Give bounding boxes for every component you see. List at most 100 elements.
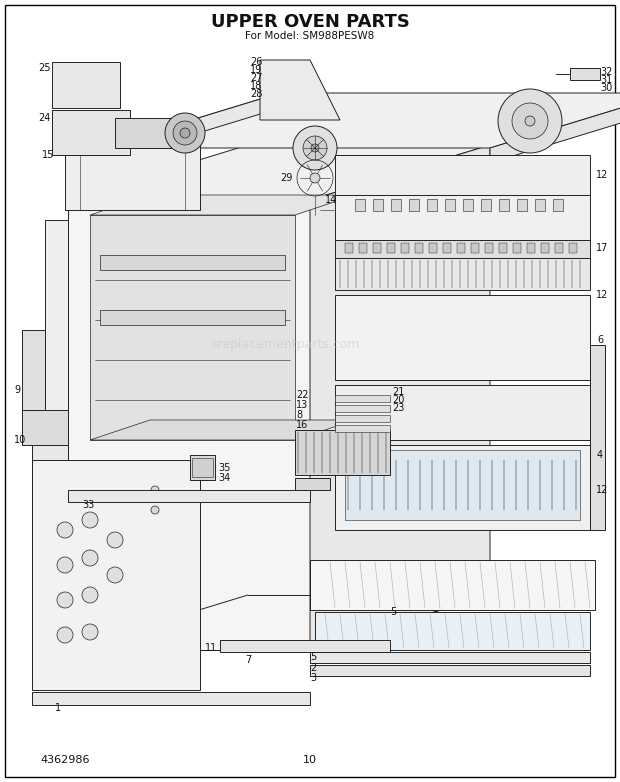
Bar bbox=[481, 199, 491, 211]
Polygon shape bbox=[335, 155, 590, 195]
Text: 26: 26 bbox=[250, 57, 262, 67]
Text: 10: 10 bbox=[14, 435, 26, 445]
Text: 15: 15 bbox=[42, 150, 55, 160]
Bar bbox=[569, 243, 577, 253]
Bar bbox=[463, 199, 473, 211]
Text: 6: 6 bbox=[597, 335, 603, 345]
Text: 13: 13 bbox=[296, 400, 308, 410]
Bar bbox=[499, 199, 509, 211]
Text: 29: 29 bbox=[280, 173, 293, 183]
Circle shape bbox=[107, 567, 123, 583]
Text: 20: 20 bbox=[392, 395, 404, 405]
Text: 1: 1 bbox=[55, 703, 61, 713]
Polygon shape bbox=[260, 60, 340, 120]
Polygon shape bbox=[45, 220, 68, 650]
Bar bbox=[513, 243, 521, 253]
Text: 21: 21 bbox=[392, 387, 404, 397]
Text: sreplacementparts.com: sreplacementparts.com bbox=[211, 338, 360, 350]
Polygon shape bbox=[335, 258, 590, 290]
Polygon shape bbox=[490, 93, 620, 163]
Circle shape bbox=[303, 136, 327, 160]
Polygon shape bbox=[570, 68, 600, 80]
Bar bbox=[373, 243, 381, 253]
Text: UPPER OVEN PARTS: UPPER OVEN PARTS bbox=[211, 13, 409, 31]
Polygon shape bbox=[335, 395, 390, 402]
Polygon shape bbox=[335, 415, 390, 422]
Text: 4: 4 bbox=[597, 450, 603, 460]
Bar bbox=[391, 199, 401, 211]
Text: 32: 32 bbox=[600, 67, 613, 77]
Bar bbox=[445, 199, 455, 211]
Polygon shape bbox=[32, 440, 68, 680]
Polygon shape bbox=[335, 240, 590, 258]
Text: 12: 12 bbox=[596, 170, 608, 180]
Bar bbox=[355, 199, 365, 211]
Text: 7: 7 bbox=[245, 655, 251, 665]
Circle shape bbox=[512, 103, 548, 139]
Circle shape bbox=[165, 113, 205, 153]
Circle shape bbox=[82, 624, 98, 640]
Polygon shape bbox=[295, 478, 330, 490]
Circle shape bbox=[57, 627, 73, 643]
Bar bbox=[471, 243, 479, 253]
Polygon shape bbox=[335, 385, 590, 440]
Polygon shape bbox=[335, 295, 590, 380]
Polygon shape bbox=[68, 490, 310, 502]
Text: 35: 35 bbox=[218, 463, 231, 473]
Polygon shape bbox=[295, 430, 390, 475]
Text: 18: 18 bbox=[250, 81, 262, 91]
Text: 25: 25 bbox=[38, 63, 50, 73]
Bar bbox=[359, 243, 367, 253]
Text: 10: 10 bbox=[303, 755, 317, 765]
Polygon shape bbox=[310, 145, 490, 650]
Polygon shape bbox=[335, 425, 390, 432]
Polygon shape bbox=[52, 62, 120, 108]
Polygon shape bbox=[335, 405, 390, 412]
Circle shape bbox=[173, 121, 197, 145]
Circle shape bbox=[82, 587, 98, 603]
Bar bbox=[499, 243, 507, 253]
Text: 30: 30 bbox=[600, 83, 613, 93]
Circle shape bbox=[180, 128, 190, 138]
Bar bbox=[373, 199, 383, 211]
Bar bbox=[443, 243, 451, 253]
Polygon shape bbox=[52, 110, 130, 155]
Polygon shape bbox=[100, 310, 285, 325]
Circle shape bbox=[57, 522, 73, 538]
Text: 22: 22 bbox=[296, 390, 309, 400]
Bar bbox=[555, 243, 563, 253]
Text: 4362986: 4362986 bbox=[40, 755, 89, 765]
Circle shape bbox=[498, 89, 562, 153]
Text: 19: 19 bbox=[250, 65, 262, 75]
Text: 34: 34 bbox=[218, 473, 230, 483]
Text: 9: 9 bbox=[14, 385, 20, 395]
Polygon shape bbox=[22, 330, 45, 410]
Bar bbox=[541, 243, 549, 253]
Text: 28: 28 bbox=[250, 89, 262, 99]
Bar bbox=[485, 243, 493, 253]
Polygon shape bbox=[90, 215, 295, 440]
Polygon shape bbox=[68, 145, 490, 200]
Bar bbox=[345, 243, 353, 253]
Circle shape bbox=[57, 592, 73, 608]
Circle shape bbox=[525, 116, 535, 126]
Polygon shape bbox=[100, 255, 285, 270]
Polygon shape bbox=[220, 640, 390, 652]
Text: 31: 31 bbox=[600, 75, 613, 85]
Polygon shape bbox=[315, 612, 590, 650]
Circle shape bbox=[57, 557, 73, 573]
Polygon shape bbox=[90, 195, 355, 215]
Polygon shape bbox=[22, 410, 68, 445]
Bar bbox=[409, 199, 419, 211]
Text: 17: 17 bbox=[596, 243, 608, 253]
Text: 27: 27 bbox=[250, 73, 262, 83]
Text: 14: 14 bbox=[325, 195, 337, 205]
Circle shape bbox=[310, 173, 320, 183]
Circle shape bbox=[293, 126, 337, 170]
Polygon shape bbox=[32, 460, 200, 690]
Bar bbox=[429, 243, 437, 253]
Text: 2: 2 bbox=[310, 663, 316, 673]
Text: 5: 5 bbox=[390, 607, 396, 617]
Bar bbox=[415, 243, 423, 253]
Text: 33: 33 bbox=[82, 500, 94, 510]
